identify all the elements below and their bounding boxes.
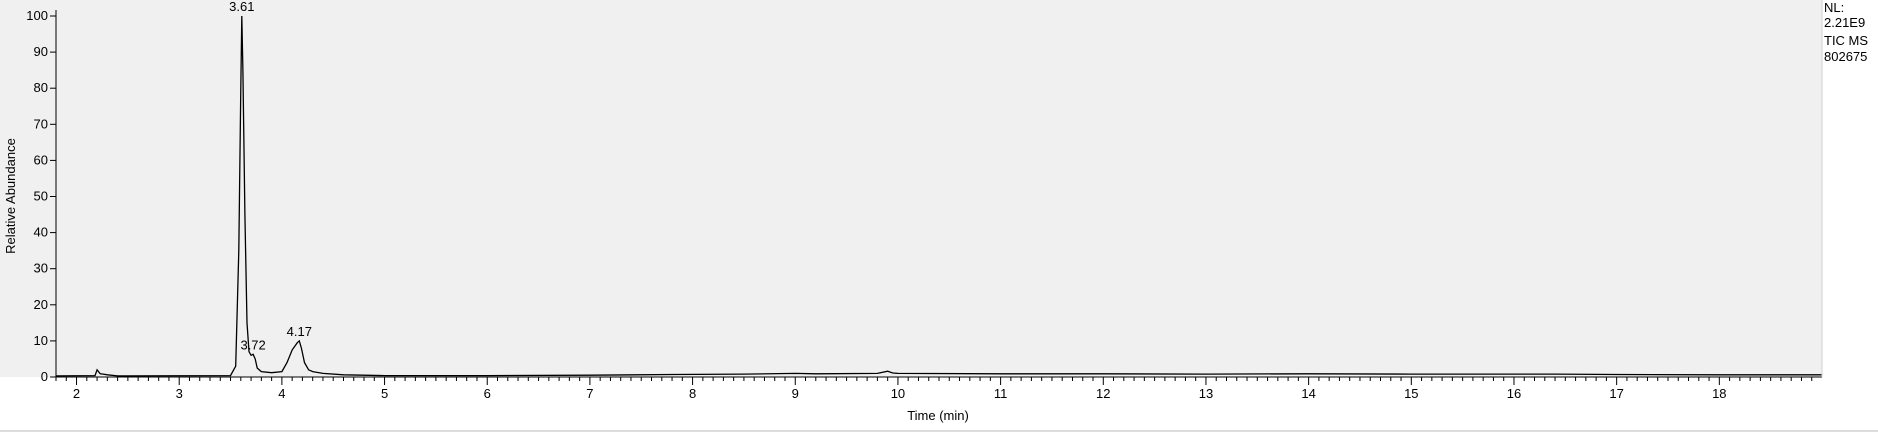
y-tick-label: 80 <box>34 80 48 95</box>
x-tick-label: 17 <box>1609 386 1623 401</box>
x-tick-label: 10 <box>891 386 905 401</box>
y-tick-label: 70 <box>34 116 48 131</box>
x-tick-label: 9 <box>792 386 799 401</box>
y-ticks: 0 10 20 30 40 50 60 70 80 90 100 <box>26 8 56 384</box>
peak-label: 4.17 <box>287 324 312 339</box>
y-tick-label: 30 <box>34 261 48 276</box>
x-tick-label: 12 <box>1096 386 1110 401</box>
x-tick-label: 14 <box>1301 386 1315 401</box>
y-tick-label: 60 <box>34 152 48 167</box>
info-line-nl: NL: <box>1824 0 1844 15</box>
y-tick-label: 10 <box>34 333 48 348</box>
peak-labels: 3.61 3.72 4.17 <box>229 0 312 352</box>
x-tick-label: 4 <box>278 386 285 401</box>
x-tick-label: 3 <box>176 386 183 401</box>
x-tick-label: 11 <box>994 386 1008 401</box>
y-tick-label: 50 <box>34 189 48 204</box>
x-tick-label: 15 <box>1404 386 1418 401</box>
plot-background <box>0 0 1822 377</box>
peak-label: 3.72 <box>240 337 265 352</box>
info-line-scale: 2.21E9 <box>1824 15 1865 30</box>
x-tick-label: 7 <box>586 386 593 401</box>
x-major-ticks: 2 3 4 5 6 7 8 9 10 11 12 13 14 15 16 17 18 <box>73 377 1727 401</box>
chromatogram-trace <box>55 15 1822 377</box>
x-tick-label: 13 <box>1199 386 1213 401</box>
y-tick-label: 100 <box>26 8 48 23</box>
x-tick-label: 16 <box>1507 386 1521 401</box>
x-tick-label: 6 <box>484 386 491 401</box>
x-minor-ticks <box>55 377 1813 381</box>
y-axis-title: Relative Abundance <box>3 138 18 254</box>
y-tick-label: 90 <box>34 44 48 59</box>
info-line-scan-type: TIC MS <box>1824 33 1868 48</box>
info-line-sample-id: 802675 <box>1824 49 1867 64</box>
x-axis-title: Time (min) <box>907 408 969 423</box>
y-tick-label: 20 <box>34 297 48 312</box>
y-tick-label: 0 <box>41 369 48 384</box>
y-tick-label: 40 <box>34 225 48 240</box>
x-tick-label: 18 <box>1712 386 1726 401</box>
x-tick-label: 2 <box>73 386 80 401</box>
peak-label: 3.61 <box>229 0 254 14</box>
info-box: NL: 2.21E9 TIC MS 802675 <box>1824 0 1868 64</box>
x-tick-label: 8 <box>689 386 696 401</box>
x-tick-label: 5 <box>381 386 388 401</box>
